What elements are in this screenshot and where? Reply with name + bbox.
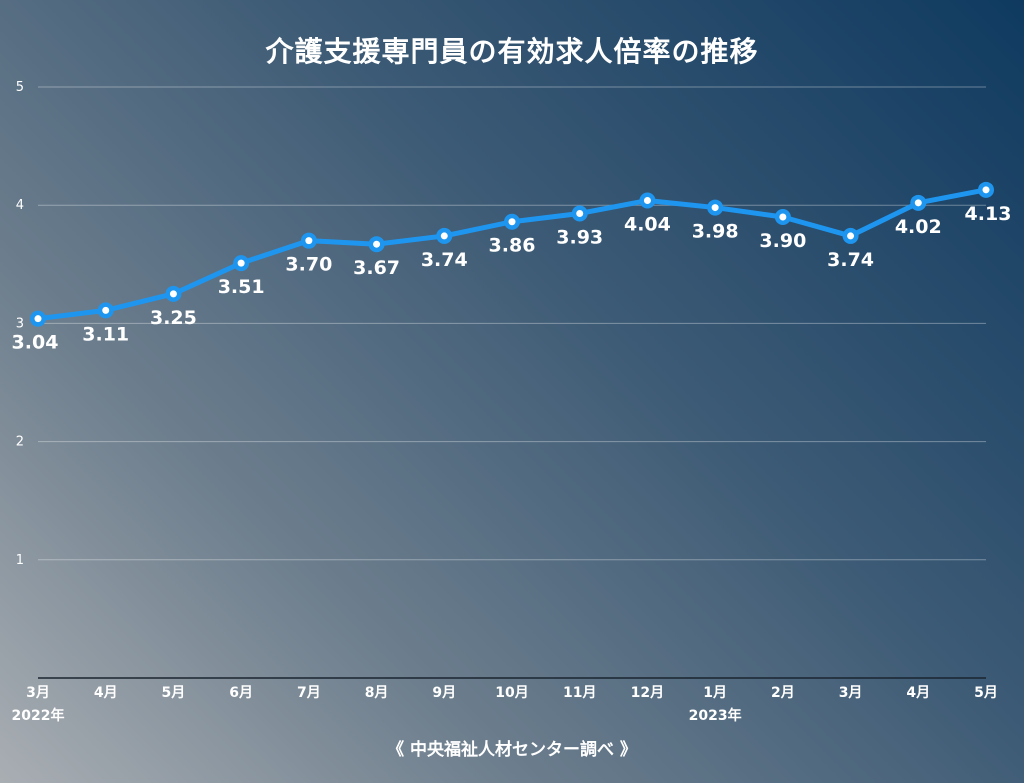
- data-label: 3.86: [489, 235, 536, 257]
- x-tick-label: 4月: [94, 685, 118, 701]
- x-tick-label: 9月: [432, 685, 456, 701]
- x-year-label: 2023年: [689, 707, 742, 724]
- data-label: 3.51: [218, 276, 265, 298]
- x-tick-label: 11月: [563, 685, 596, 701]
- data-label: 3.74: [827, 249, 874, 271]
- data-point-center: [982, 186, 990, 194]
- data-label: 3.98: [692, 221, 739, 243]
- data-label: 4.04: [624, 213, 671, 235]
- data-point-center: [305, 237, 313, 245]
- x-tick-label: 2月: [771, 685, 795, 701]
- data-point-center: [373, 240, 381, 248]
- x-tick-label: 4月: [906, 685, 930, 701]
- x-tick-label: 12月: [631, 685, 664, 701]
- data-label: 4.13: [965, 203, 1012, 225]
- x-tick-label: 3月: [839, 685, 863, 701]
- data-label: 4.02: [895, 216, 942, 238]
- data-point-center: [169, 290, 177, 298]
- x-tick-label: 1月: [703, 685, 727, 701]
- x-tick-label: 5月: [162, 685, 186, 701]
- data-label: 3.11: [82, 323, 129, 345]
- data-label: 3.93: [556, 226, 603, 248]
- y-tick-label: 2: [16, 435, 24, 450]
- data-label: 3.90: [759, 230, 806, 252]
- x-tick-label: 5月: [974, 685, 998, 701]
- data-point-center: [34, 315, 42, 323]
- x-tick-label: 7月: [297, 685, 321, 701]
- data-point-center: [237, 259, 245, 267]
- y-tick-label: 1: [16, 553, 24, 568]
- x-tick-label: 6月: [229, 685, 253, 701]
- data-point-center: [102, 306, 110, 314]
- x-tick-label: 8月: [365, 685, 389, 701]
- data-point-center: [847, 232, 855, 240]
- data-label: 3.70: [285, 254, 332, 276]
- y-tick-label: 4: [16, 198, 24, 213]
- data-point-center: [914, 199, 922, 207]
- data-point-center: [508, 218, 516, 226]
- data-point-center: [711, 204, 719, 212]
- data-point-center: [779, 213, 787, 221]
- chart-title: 介護支援専門員の有効求人倍率の推移: [265, 35, 759, 68]
- data-point-center: [643, 196, 651, 204]
- y-tick-label: 5: [16, 80, 24, 95]
- data-label: 3.25: [150, 307, 197, 329]
- data-label: 3.74: [421, 249, 468, 271]
- data-label: 3.67: [353, 257, 400, 279]
- chart-source: 《 中央福祉人材センター調べ 》: [387, 740, 637, 760]
- data-point-center: [440, 232, 448, 240]
- x-tick-label: 10月: [495, 685, 528, 701]
- y-tick-label: 3: [16, 316, 24, 331]
- data-point-center: [576, 209, 584, 217]
- x-year-label: 2022年: [12, 707, 65, 724]
- data-label: 3.04: [12, 332, 59, 354]
- x-tick-label: 3月: [26, 685, 50, 701]
